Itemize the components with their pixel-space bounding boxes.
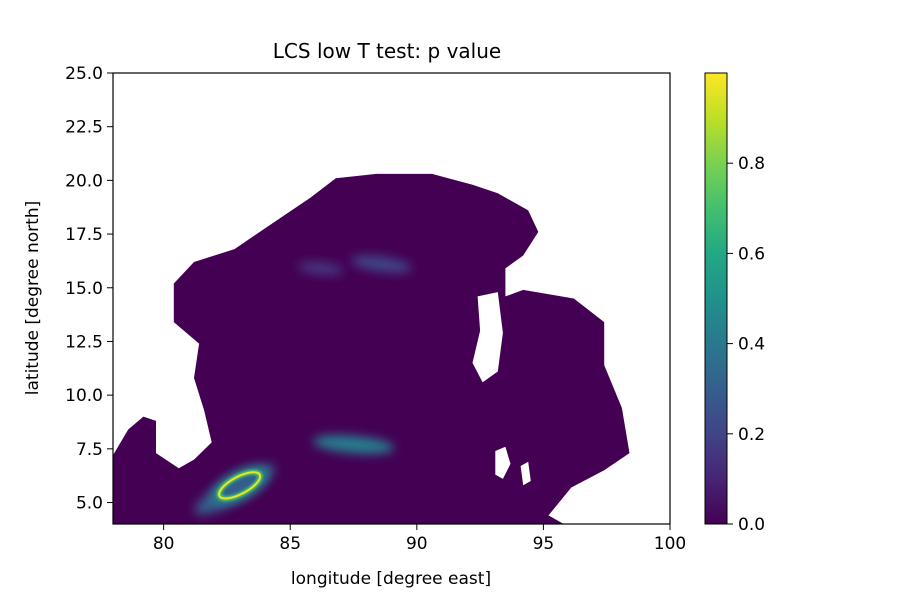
x-axis: 80 85 90 95 100 bbox=[153, 524, 686, 554]
heatmap-blob-0 bbox=[351, 255, 412, 273]
heatmap-blob-1 bbox=[297, 261, 344, 276]
x-axis-label: longitude [degree east] bbox=[291, 569, 491, 589]
y-tick-label: 5.0 bbox=[76, 494, 103, 514]
colorbar-tick-label: 0.0 bbox=[738, 515, 765, 535]
y-tick-label: 12.5 bbox=[65, 332, 103, 352]
x-tick-label: 90 bbox=[406, 534, 428, 554]
heatmap-area bbox=[113, 173, 630, 524]
x-tick-label: 85 bbox=[279, 534, 301, 554]
mask-holes bbox=[472, 292, 531, 486]
colorbar-tick-label: 0.8 bbox=[738, 154, 765, 174]
y-axis-label: latitude [degree north] bbox=[23, 201, 43, 395]
mask-hole-2 bbox=[520, 461, 531, 486]
mask-hole-1 bbox=[495, 446, 511, 479]
y-tick-label: 22.5 bbox=[65, 118, 103, 138]
y-tick-label: 17.5 bbox=[65, 225, 103, 245]
y-tick-label: 20.0 bbox=[65, 171, 103, 191]
heatmap-features bbox=[194, 255, 412, 515]
colorbar-gradient bbox=[704, 72, 728, 525]
y-tick-label: 25.0 bbox=[65, 64, 103, 84]
x-tick-label: 80 bbox=[153, 534, 175, 554]
colorbar-tick-label: 0.4 bbox=[738, 335, 765, 355]
colorbar-tick-label: 0.6 bbox=[738, 244, 765, 264]
y-tick-label: 10.0 bbox=[65, 386, 103, 406]
heatmap-blob-2 bbox=[313, 435, 394, 454]
colorbar-tick-label: 0.2 bbox=[738, 425, 765, 445]
heatmap-ring-4 bbox=[218, 471, 262, 500]
colorbar-ticks: 0.0 0.2 0.4 0.6 0.8 bbox=[727, 154, 765, 535]
y-tick-label: 7.5 bbox=[76, 440, 103, 460]
mask-hole-0 bbox=[472, 292, 503, 383]
heatmap-domain bbox=[113, 173, 630, 524]
y-tick-label: 15.0 bbox=[65, 279, 103, 299]
y-axis: 5.0 7.5 10.0 12.5 15.0 17.5 20.0 22.5 25.0 bbox=[65, 64, 113, 514]
x-tick-label: 100 bbox=[654, 534, 686, 554]
x-tick-label: 95 bbox=[533, 534, 555, 554]
chart-title: LCS low T test: p value bbox=[273, 39, 501, 63]
plot-frame bbox=[112, 72, 671, 525]
heatmap-ring-core-4 bbox=[223, 475, 256, 496]
colorbar: 0.0 0.2 0.4 0.6 0.8 bbox=[704, 72, 765, 535]
